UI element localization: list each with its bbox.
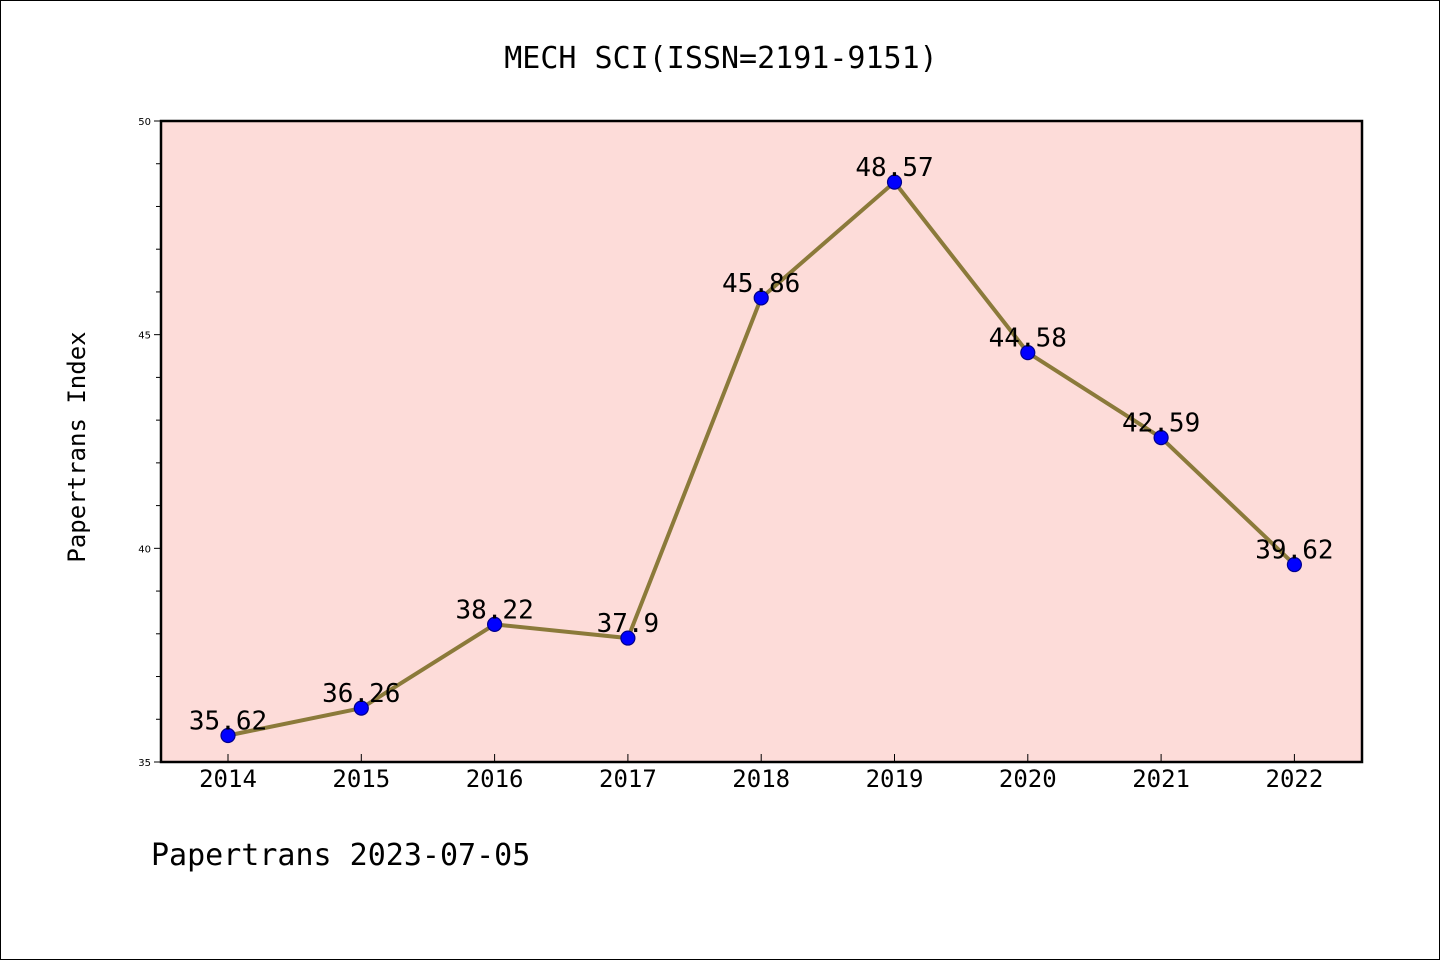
y-tick-label-35: 35 xyxy=(138,758,151,769)
data-point-2020 xyxy=(1020,345,1036,361)
data-point-2017 xyxy=(620,630,636,646)
x-tick-label-2015: 2015 xyxy=(332,765,390,793)
chart-title: MECH SCI(ISSN=2191-9151) xyxy=(504,41,937,76)
y-axis-ticks: 35 40 45 50 xyxy=(138,117,161,769)
data-point-2018 xyxy=(753,290,769,306)
data-point-2019 xyxy=(886,174,903,190)
x-tick-label-2020: 2020 xyxy=(999,765,1057,793)
data-point-2022 xyxy=(1286,556,1303,573)
data-label-2019: 48.57 xyxy=(855,153,933,183)
x-tick-label-2017: 2017 xyxy=(599,765,657,793)
y-tick-label-45: 45 xyxy=(138,331,151,342)
data-point-2016 xyxy=(487,616,503,632)
data-label-2016: 38.22 xyxy=(455,595,533,625)
data-label-2021: 42.59 xyxy=(1122,409,1200,439)
series-group xyxy=(220,174,1303,744)
y-tick-label-40: 40 xyxy=(138,544,151,555)
x-tick-label-2014: 2014 xyxy=(199,765,257,793)
data-label-2017: 37.9 xyxy=(597,609,660,639)
data-point-2015 xyxy=(353,700,369,716)
x-tick-label-2022: 2022 xyxy=(1266,765,1324,793)
data-label-2014: 35.62 xyxy=(189,707,267,737)
x-tick-label-2016: 2016 xyxy=(466,765,524,793)
data-labels-group: 35.62 36.26 38.22 37.9 45.86 48.57 44.58 42.59 3… xyxy=(189,153,1334,736)
plot-area xyxy=(159,119,1364,764)
x-axis-ticks: 2014 2015 2016 2017 2018 2019 2020 2021 2022 xyxy=(199,754,1323,793)
data-label-2018: 45.86 xyxy=(722,269,800,299)
x-tick-label-2021: 2021 xyxy=(1132,765,1190,793)
data-label-2020: 44.58 xyxy=(989,324,1067,354)
data-point-2014 xyxy=(220,727,236,744)
data-label-2015: 36.26 xyxy=(322,679,400,709)
y-axis-label: Papertrans Index xyxy=(63,331,91,562)
y-tick-label-50: 50 xyxy=(138,117,151,128)
footer-date: Papertrans 2023-07-05 xyxy=(151,838,530,873)
data-point-2021 xyxy=(1153,430,1169,446)
data-label-2022: 39.62 xyxy=(1255,536,1333,566)
x-tick-label-2018: 2018 xyxy=(732,765,790,793)
x-tick-label-2019: 2019 xyxy=(866,765,924,793)
